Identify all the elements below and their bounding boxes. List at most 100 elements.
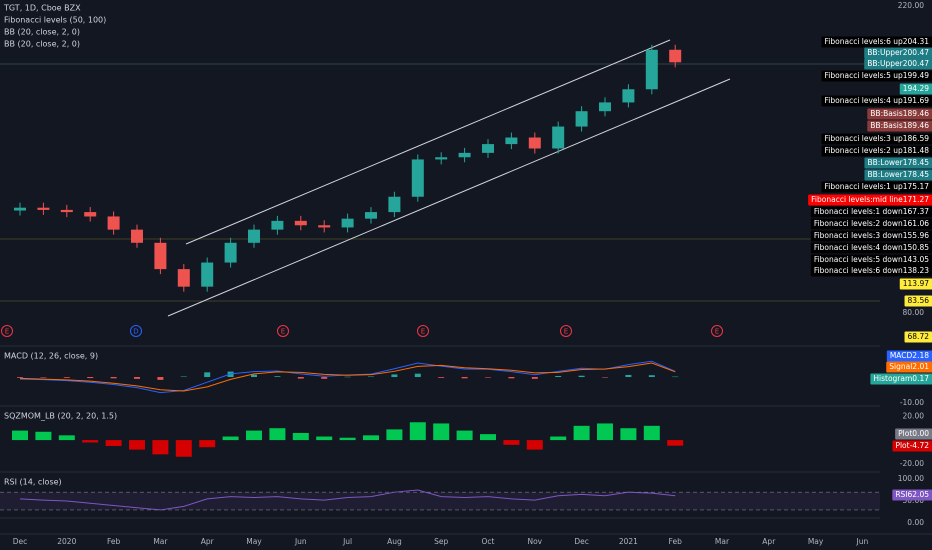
tag-bg (821, 145, 932, 157)
tag-value: 200.47 (903, 48, 929, 57)
tag-bg (886, 361, 932, 373)
legend-entry: Fibonacci levels (50, 100) (4, 16, 106, 25)
price-tag: BB:Upper200.47 (864, 58, 932, 70)
tag-name: Histogram (873, 374, 912, 383)
momentum-bar (105, 440, 122, 447)
tag-bg (810, 265, 932, 277)
tag-text: 113.97 (903, 279, 929, 288)
price-tag: BB:Upper200.47 (864, 47, 932, 59)
tag-name: Fibonacci levels:3 down (814, 231, 903, 240)
histogram-bar (17, 377, 23, 378)
series-line (19, 489, 676, 511)
x-tick-label: Dec (13, 537, 28, 546)
event-marker (711, 325, 723, 337)
y-tick-label: 80.00 (903, 308, 925, 317)
x-tick-label: Apr (201, 537, 215, 546)
tag-bg (895, 428, 932, 440)
tag-text: Fibonacci levels:2 up181.48 (825, 146, 930, 155)
tag-bg (899, 278, 932, 290)
price-tag: Fibonacci levels:6 down138.23 (810, 265, 932, 277)
event-label: E (421, 328, 425, 336)
histogram-bar (344, 376, 351, 378)
tag-value: 189.46 (903, 121, 929, 130)
candle (388, 196, 401, 213)
x-tick-label: Feb (669, 537, 683, 546)
tag-name: BB:Upper (867, 48, 903, 57)
tag-value: 138.23 (903, 266, 929, 275)
event-label: D (133, 328, 138, 336)
tag-bg (810, 242, 932, 254)
tag-text: Fibonacci levels:6 up204.31 (825, 37, 930, 46)
momentum-bar (386, 429, 403, 441)
histogram-bar (251, 374, 257, 378)
x-tick-label: Jun (294, 537, 307, 546)
histogram-bar (110, 377, 117, 379)
candle (411, 159, 424, 197)
histogram-bar (508, 377, 515, 379)
price-tag: Fibonacci levels:1 up175.17 (821, 181, 932, 193)
x-tick-label: Mar (715, 537, 730, 546)
tag-name: BB:Upper (867, 59, 903, 68)
momentum-bar (643, 425, 660, 441)
momentum-bar (480, 434, 496, 441)
tag-bg (867, 120, 932, 132)
price-tag: BB:Lower178.45 (864, 157, 932, 169)
candle (645, 49, 658, 90)
tag-value: 171.27 (903, 195, 929, 204)
histogram-bar (180, 376, 187, 378)
tag-text: Fibonacci levels:3 up186.59 (825, 134, 930, 143)
candle (505, 137, 518, 145)
tag-text: 194.29 (903, 84, 929, 93)
tag-value: 181.48 (903, 146, 929, 155)
price-tag: Fibonacci levels:5 up199.49 (821, 70, 932, 82)
tag-bg (892, 440, 932, 452)
tag-text: 83.56 (908, 296, 930, 305)
y-tick-label: 20.00 (903, 411, 925, 420)
price-tag: Fibonacci levels:1 down167.37 (810, 206, 932, 218)
histogram-bar (368, 376, 374, 378)
price-tag: Signal2.01 (886, 361, 932, 373)
x-tick-label: Jul (342, 537, 352, 546)
tag-name: Plot (895, 441, 909, 450)
histogram-bar (87, 377, 94, 379)
tag-bg (904, 331, 932, 343)
x-tick-label: Aug (387, 537, 402, 546)
tag-text: Fibonacci levels:4 up191.69 (825, 96, 930, 105)
tag-value: 167.37 (903, 207, 929, 216)
tag-name: Fibonacci levels:5 up (825, 71, 903, 80)
histogram-bar (204, 372, 211, 378)
y-tick-label: -10.00 (900, 398, 924, 407)
momentum-bar (246, 430, 262, 441)
candle (365, 212, 377, 219)
tag-bg (810, 206, 932, 218)
momentum-bar (433, 423, 450, 441)
momentum-bar (292, 432, 309, 441)
tag-bg (886, 350, 932, 362)
tag-name: Fibonacci levels:4 up (825, 96, 903, 105)
tag-bg (864, 157, 932, 169)
tag-text: Fibonacci levels:mid line171.27 (811, 195, 929, 204)
momentum-bar (222, 436, 239, 441)
tag-value: 155.96 (903, 231, 929, 240)
histogram-bar (602, 377, 608, 378)
histogram-bar (438, 377, 445, 378)
tag-text: BB:Basis189.46 (870, 109, 929, 118)
event-marker (277, 325, 289, 337)
candle (482, 144, 494, 153)
price-tag: MACD2.18 (886, 350, 932, 362)
event-marker (1, 325, 13, 337)
price-tag: Fibonacci levels:mid line171.27 (808, 194, 932, 206)
histogram-bar (63, 377, 70, 378)
y-tick-label: 220.00 (898, 1, 924, 10)
tag-text: 68.72 (908, 332, 930, 341)
tag-bg (867, 108, 932, 120)
tag-text: Fibonacci levels:2 down161.06 (814, 219, 929, 228)
candle (248, 229, 260, 243)
tag-name: Fibonacci levels:1 up (825, 182, 903, 191)
tag-name: Fibonacci levels:6 up (825, 37, 903, 46)
tag-text: Fibonacci levels:1 down167.37 (814, 207, 929, 216)
momentum-bar (573, 425, 590, 441)
rsi-band (0, 492, 880, 510)
x-tick-label: Apr (762, 537, 776, 546)
